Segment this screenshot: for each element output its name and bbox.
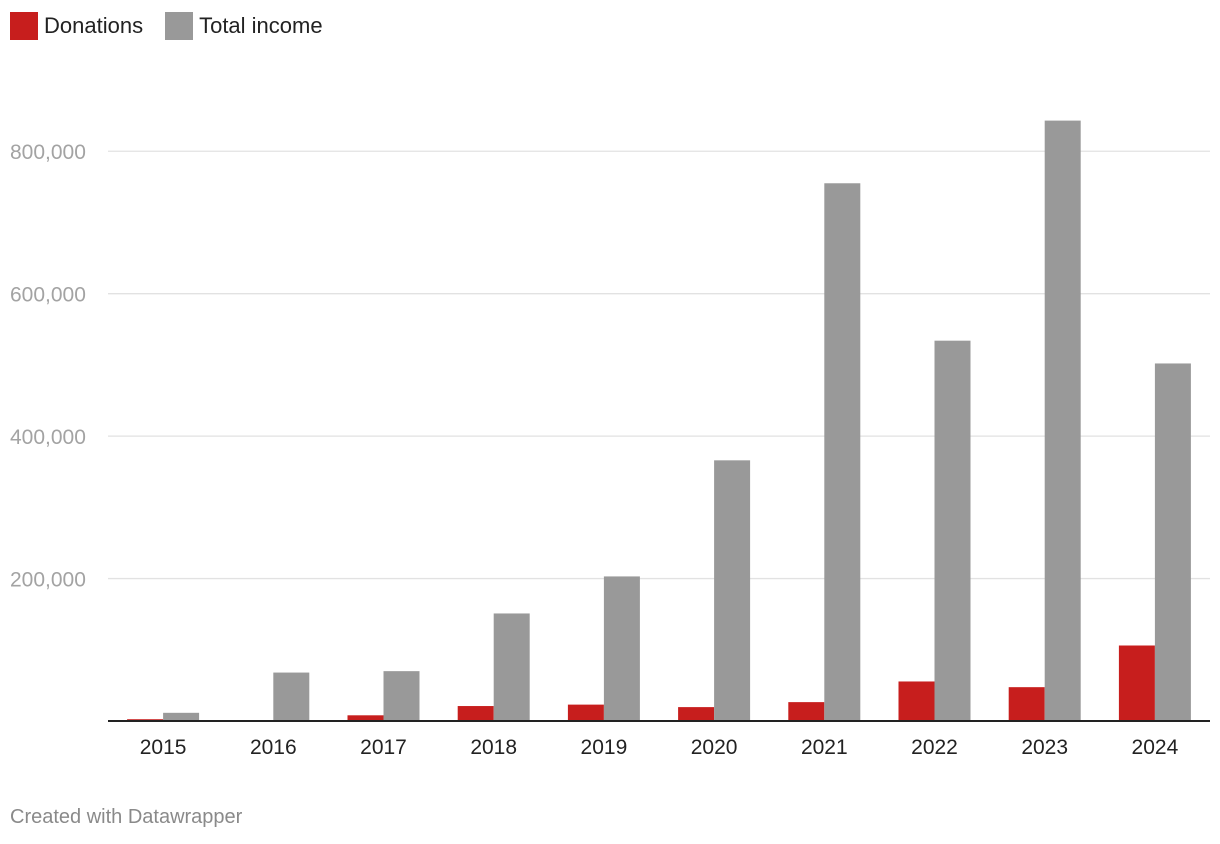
y-tick-label: 400,000 — [10, 426, 86, 449]
x-tick-label: 2023 — [1021, 736, 1068, 759]
y-tick-label: 800,000 — [10, 141, 86, 164]
bar-donations-2019 — [567, 704, 604, 721]
bar-total-income-2017 — [383, 671, 420, 721]
legend-label-total-income: Total income — [199, 13, 323, 38]
x-tick-label: 2018 — [470, 736, 517, 759]
bar-total-income-2018 — [493, 613, 530, 721]
bar-total-income-2021 — [824, 183, 861, 721]
gridlines — [108, 150, 1210, 580]
y-tick-label: 600,000 — [10, 284, 86, 307]
bar-donations-2018 — [457, 706, 494, 721]
bar-donations-2020 — [678, 707, 715, 721]
legend-swatch-total-income — [165, 12, 194, 40]
legend-label-donations: Donations — [44, 13, 144, 38]
bar-donations-2021 — [788, 702, 825, 721]
bar-donations-2023 — [1008, 687, 1045, 721]
y-tick-label: 200,000 — [10, 569, 86, 592]
bar-donations-2017 — [347, 715, 384, 721]
x-tick-label: 2022 — [911, 736, 958, 759]
footer-credit: Created with Datawrapper — [10, 806, 243, 828]
axes: 200,000 400,000 600,000 800,000 2015 2016 2017… — [10, 141, 1210, 759]
bars — [127, 120, 1191, 721]
bar-total-income-2024 — [1154, 363, 1191, 721]
bar-chart: 200,000 400,000 600,000 800,000 2015 2016 2017… — [10, 120, 1210, 759]
bar-total-income-2020 — [714, 460, 751, 721]
bar-total-income-2023 — [1044, 120, 1081, 721]
x-tick-label: 2021 — [801, 736, 848, 759]
legend: Donations Total income — [10, 12, 323, 40]
bar-donations-2022 — [898, 681, 935, 721]
legend-item-donations: Donations — [10, 12, 143, 40]
x-tick-label: 2024 — [1132, 736, 1179, 759]
bar-total-income-2019 — [603, 576, 640, 721]
bar-donations-2024 — [1118, 645, 1155, 721]
x-tick-label: 2020 — [691, 736, 738, 759]
bar-total-income-2022 — [934, 340, 971, 721]
x-tick-label: 2015 — [140, 736, 187, 759]
legend-item-total-income: Total income — [165, 12, 323, 40]
bar-total-income-2016 — [273, 672, 310, 721]
x-tick-label: 2019 — [581, 736, 628, 759]
legend-swatch-donations — [10, 12, 38, 40]
bar-total-income-2015 — [163, 712, 200, 721]
x-tick-label: 2016 — [250, 736, 297, 759]
x-tick-label: 2017 — [360, 736, 407, 759]
